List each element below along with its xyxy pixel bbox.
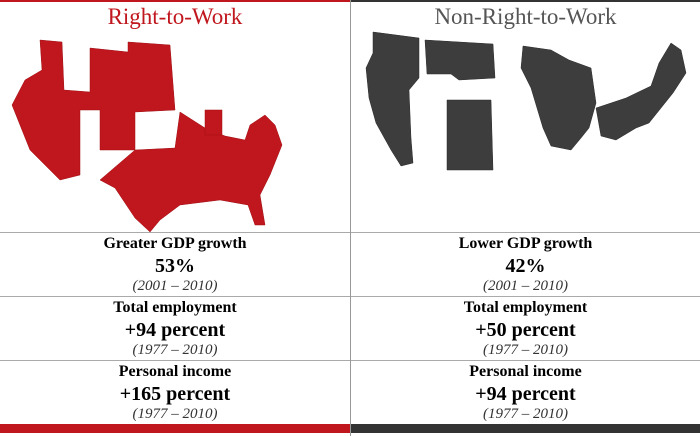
stat-value: +165 percent — [119, 383, 231, 405]
stat-label: Greater GDP growth — [103, 235, 247, 252]
stat-value: 42% — [505, 255, 546, 277]
stat-row: Personal income +94 percent (1977 – 2010… — [351, 360, 700, 424]
stat-row: Lower GDP growth 42% (2001 – 2010) — [351, 232, 700, 296]
map — [365, 31, 687, 171]
top-bar — [0, 0, 350, 2]
column-title: Non-Right-to-Work — [434, 4, 617, 29]
stat-period: (2001 – 2010) — [132, 278, 218, 294]
stat-label: Personal income — [469, 363, 582, 380]
column: Right-to-Work Greater GDP growth 53% (20… — [0, 0, 350, 433]
stat-period: (1977 – 2010) — [483, 342, 568, 358]
bottom-bar — [351, 424, 700, 433]
stat-row: Personal income +165 percent (1977 – 201… — [0, 360, 350, 424]
stat-label: Total employment — [113, 299, 237, 316]
bottom-bar — [0, 424, 350, 433]
stat-label: Personal income — [118, 363, 232, 380]
stat-period: (1977 – 2010) — [132, 342, 218, 358]
column-title: Right-to-Work — [107, 4, 243, 29]
stat-label: Lower GDP growth — [458, 235, 593, 252]
stat-value: +50 percent — [475, 319, 576, 341]
stat-row: Greater GDP growth 53% (2001 – 2010) — [0, 232, 350, 296]
stat-period: (2001 – 2010) — [483, 278, 568, 294]
stat-label: Total employment — [463, 299, 588, 316]
map — [11, 39, 283, 233]
stat-period: (1977 – 2010) — [483, 406, 568, 422]
stat-value: +94 percent — [124, 319, 226, 341]
stat-value: 53% — [155, 255, 195, 277]
stat-period: (1977 – 2010) — [132, 406, 218, 422]
stat-row: Total employment +94 percent (1977 – 201… — [0, 296, 350, 360]
top-bar — [351, 0, 700, 2]
stat-row: Total employment +50 percent (1977 – 201… — [351, 296, 700, 360]
stat-value: +94 percent — [475, 383, 576, 405]
column: Non-Right-to-Work Lower GDP growth 42% (… — [350, 0, 700, 436]
